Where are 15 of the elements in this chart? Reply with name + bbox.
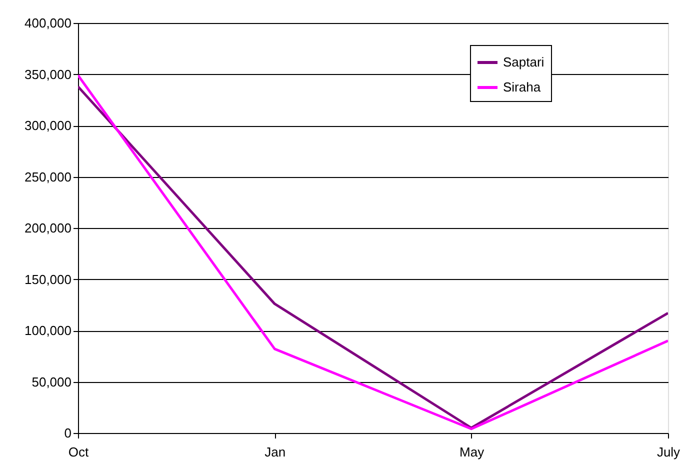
y-tick-label: 250,000	[24, 169, 72, 184]
x-tick-label: May	[460, 444, 485, 460]
x-tick-label: Oct	[68, 444, 89, 460]
y-tick-label: 400,000	[24, 16, 72, 30]
x-tick-label: July	[656, 444, 681, 460]
y-tick-label: 300,000	[24, 118, 72, 133]
y-tick-label: 100,000	[24, 323, 72, 338]
y-tick-label: 150,000	[24, 272, 72, 287]
legend-label: Saptari	[503, 54, 544, 70]
legend-label: Siraha	[503, 80, 542, 94]
y-tick-label: 200,000	[24, 220, 72, 236]
x-tick-label: Jan	[264, 444, 286, 460]
y-tick-label: 0	[64, 426, 72, 440]
y-tick-label: 50,000	[32, 374, 72, 390]
y-tick-label: 350,000	[24, 66, 72, 82]
